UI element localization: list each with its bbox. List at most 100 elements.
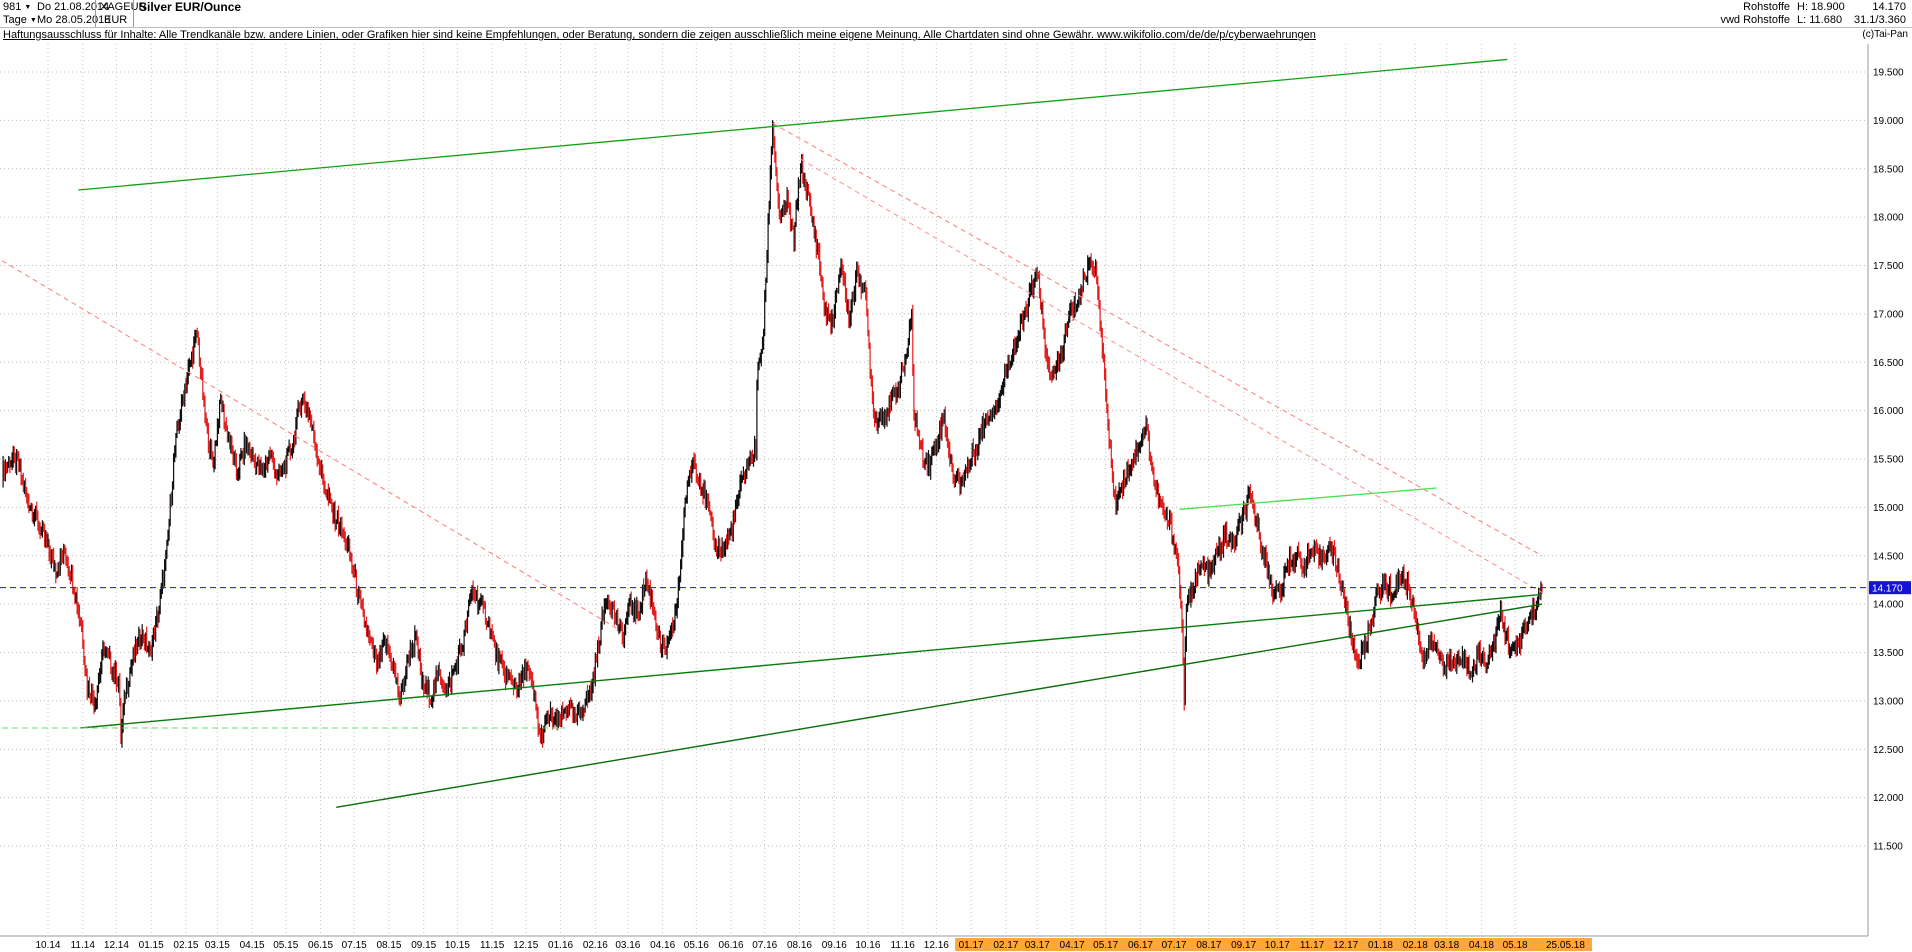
x-axis-label: 07.16 [752,940,777,951]
y-axis-label: 14.000 [1873,600,1904,611]
x-axis-label: 10.16 [855,940,880,951]
x-axis-label: 07.17 [1162,940,1187,951]
x-axis-label: 03.17 [1025,940,1050,951]
trendline-falling-resistance-2016-b [800,158,1543,593]
x-axis-label: 08.15 [376,940,401,951]
disclaimer-line: Haftungsausschluss für Inhalte: Alle Tre… [3,29,1316,41]
start-date[interactable]: Do 21.08.2014 [37,1,110,13]
y-axis-label: 19.500 [1873,68,1904,79]
x-axis-label: 06.17 [1128,940,1153,951]
instrument-title: Silver EUR/Ounce [139,0,242,14]
y-axis-label: 18.500 [1873,164,1904,175]
x-axis-label: 09.16 [822,940,847,951]
caret-down-icon: ▼ [24,4,32,11]
category-label: Rohstoffe [1743,1,1790,13]
x-axis-label: 06.15 [308,940,333,951]
trendline-horizontal-resistance-15 [1179,487,1437,510]
trendline-rising-support-steep [336,603,1543,808]
bars-count-dropdown[interactable]: 981 ▼ [3,1,31,14]
y-axis-label: 17.000 [1873,309,1904,320]
y-axis-label: 18.000 [1873,213,1904,224]
x-axis-label: 12.14 [104,940,129,951]
x-axis-label: 10.14 [35,940,60,951]
x-axis-label: 03.15 [205,940,230,951]
trendline-falling-resistance-2014 [1,260,617,629]
y-axis-label: 12.000 [1873,793,1904,804]
x-axis-label: 12.16 [924,940,949,951]
y-axis-label: 17.500 [1873,261,1904,272]
x-axis-highlight [955,938,1592,951]
y-axis-label: 15.500 [1873,455,1904,466]
divider [133,0,134,27]
x-axis-label: 01.18 [1368,940,1393,951]
divider [0,27,1912,28]
last-price-tag-label: 14.170 [1872,584,1903,595]
x-axis-label: 04.17 [1060,940,1085,951]
x-axis-label: 05.15 [273,940,298,951]
y-axis-label: 11.500 [1873,842,1903,853]
x-axis-label: 10.17 [1265,940,1290,951]
x-axis-label: 06.16 [719,940,744,951]
x-axis-label: 03.18 [1434,940,1459,951]
x-axis-label: 09.17 [1231,940,1256,951]
y-axis-label: 15.000 [1873,503,1904,514]
currency-label: EUR [104,14,128,26]
down-bars [3,121,1543,748]
bars-count-value: 981 [3,1,22,13]
x-axis-last-label: 25.05.18 [1546,940,1585,951]
period-dropdown[interactable]: Tage ▼ [3,14,37,27]
x-axis-label: 11.15 [480,940,505,951]
x-axis-label: 04.16 [650,940,675,951]
divider [95,0,96,27]
x-axis-label: 01.16 [548,940,573,951]
y-axis-label: 12.500 [1873,745,1904,756]
copyright-label: (c)Tai-Pan [1862,29,1908,40]
last-price-header: 14.170 [1872,1,1906,13]
y-axis-label: 19.000 [1873,116,1904,127]
x-axis-label: 11.14 [71,940,96,951]
y-axis-label: 16.000 [1873,406,1904,417]
lot-info: 31.1/3.360 [1854,14,1906,26]
x-axis-label: 08.16 [787,940,812,951]
x-axis-label: 05.16 [684,940,709,951]
price-chart[interactable]: 19.500 19.000 18.500 18.000 17.500 17.000 16.5… [0,44,1912,952]
x-axis-label: 04.15 [240,940,265,951]
period-value: Tage [3,14,27,26]
period-low: L: 11.680 [1797,14,1843,26]
x-axis-label: 10.15 [445,940,470,951]
x-axis-label: 05.17 [1093,940,1118,951]
x-axis-label: 03.16 [615,940,640,951]
x-axis-label: 05.18 [1503,940,1528,951]
x-axis-label: 12.17 [1333,940,1358,951]
disclaimer-text: Haftungsausschluss für Inhalte: Alle Tre… [3,29,1097,41]
trendline-rising-support-long [80,593,1543,729]
x-axis-label: 12.15 [513,940,538,951]
up-bars [2,120,1542,748]
x-axis-label: 02.16 [583,940,608,951]
x-axis-label: 07.15 [342,940,367,951]
x-axis-label: 04.18 [1469,940,1494,951]
x-axis-label: 02.15 [173,940,198,951]
last-price-tag [1869,581,1911,595]
x-axis-label: 08.17 [1196,940,1221,951]
y-axis-label: 13.500 [1873,648,1904,659]
symbol-label: XAGEUR [100,1,147,13]
y-axis-label: 16.500 [1873,358,1904,369]
caret-down-icon: ▼ [29,17,37,24]
trendline-falling-resistance-2016-a [772,122,1543,557]
x-axis-label: 11.17 [1300,940,1325,951]
y-axis-label: 13.000 [1873,696,1904,707]
x-axis-label: 02.17 [993,940,1018,951]
source-label: vwd Rohstoffe [1720,14,1790,26]
trendline-rising-resistance-channel [78,58,1508,191]
x-axis-label: 02.18 [1403,940,1428,951]
x-axis-label: 01.17 [959,940,984,951]
period-high: H: 18.900 [1797,1,1845,13]
end-date[interactable]: Mo 28.05.2018 [37,14,111,26]
x-axis-label: 09.15 [411,940,436,951]
x-axis-label: 01.15 [139,940,164,951]
x-axis-label: 11.16 [891,940,916,951]
wikifolio-link[interactable]: www.wikifolio.com/de/de/p/cyberwaehrunge… [1096,29,1316,41]
y-axis-label: 14.500 [1873,551,1904,562]
